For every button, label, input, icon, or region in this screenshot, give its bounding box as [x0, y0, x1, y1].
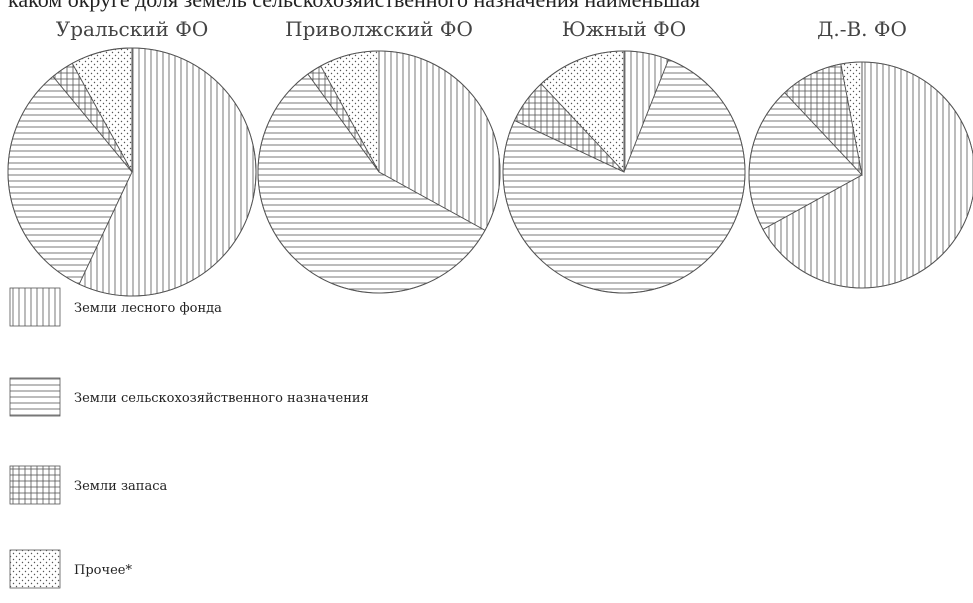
legend-label: Прочее* — [74, 563, 132, 578]
legend-item-4: Прочее* — [9, 549, 132, 589]
legend-label: Земли сельскохозяйственного назначения — [74, 391, 369, 406]
pie-title: Приволжский ФО — [285, 17, 473, 41]
pie-chart-3: Южный ФО — [502, 17, 746, 294]
pies-layer: Уральский ФО Приволжский ФО Южный ФО Д.-В. … — [7, 17, 973, 297]
legend-swatch — [9, 549, 61, 589]
legend-swatch — [9, 287, 61, 327]
pie-chart-4: Д.-В. ФО — [748, 17, 973, 289]
pie-outline — [502, 50, 746, 294]
pie-title: Уральский ФО — [56, 17, 209, 41]
pie-chart-2: Приволжский ФО — [257, 17, 501, 294]
pie-outline — [7, 47, 257, 297]
legend-label: Земли лесного фонда — [74, 301, 222, 316]
legend: Земли лесного фонда Земли сельскохозяйств… — [9, 287, 369, 589]
pie-outline — [257, 50, 501, 294]
legend-swatch — [9, 465, 61, 505]
legend-item-1: Земли лесного фонда — [9, 287, 222, 327]
cropped-question-text: каком округе доля земель сельскохозяйств… — [8, 0, 700, 13]
legend-item-3: Земли запаса — [9, 465, 167, 505]
legend-label: Земли запаса — [74, 479, 167, 494]
legend-item-2: Земли сельскохозяйственного назначения — [9, 377, 369, 417]
pie-title: Д.-В. ФО — [817, 17, 907, 41]
pie-outline — [748, 61, 973, 289]
pie-title: Южный ФО — [562, 17, 686, 41]
pie-chart-1: Уральский ФО — [7, 17, 257, 297]
legend-swatch — [9, 377, 61, 417]
